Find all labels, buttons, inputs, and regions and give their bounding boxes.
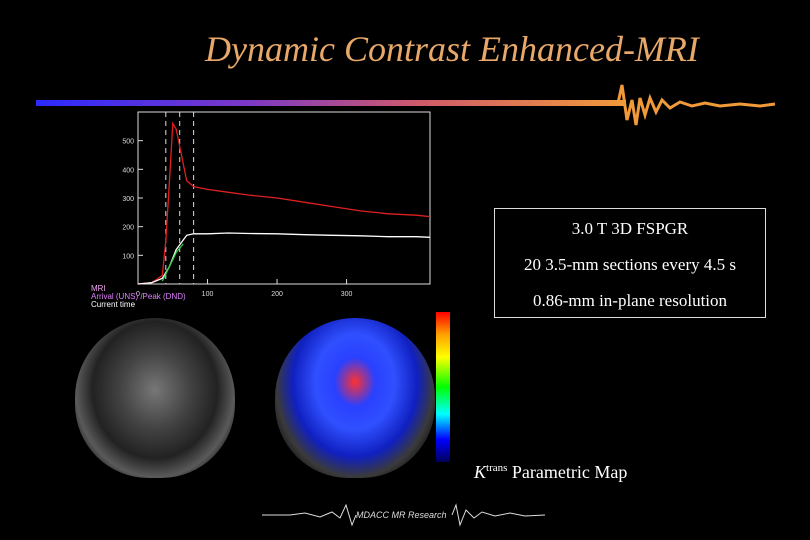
chart-x-tick-label: 200 (271, 291, 283, 298)
info-line-resolution: 0.86-mm in-plane resolution (532, 291, 728, 310)
legend-arrival: Arrival (UNS) /Peak (DND) (91, 292, 186, 301)
title-waveform (616, 84, 776, 126)
chart-y-tick-label: 300 (122, 196, 134, 203)
chart-y-tick-label: 100 (122, 253, 134, 260)
footer-waveform-left (262, 503, 357, 527)
chart-y-tick-label: 200 (122, 225, 134, 232)
mri-parametric-map-image (275, 318, 435, 478)
chart-series-line-2 (161, 243, 184, 282)
colorbar (436, 312, 450, 462)
chart-x-tick-label: 0 (136, 291, 140, 298)
chart-x-tick-label: 100 (202, 291, 214, 298)
chart-y-tick-label: 400 (122, 167, 134, 174)
info-line-sections: 20 3.5-mm sections every 4.5 s (524, 255, 736, 274)
footer-label: MDACC MR Research (356, 510, 447, 520)
footer-waveform-right (451, 503, 546, 527)
legend-mri: MRI (91, 284, 106, 293)
parametric-map-caption: Ktrans Parametric Map (474, 462, 628, 482)
chart-x-tick-label: 300 (341, 291, 353, 298)
legend-current-time: Current time (91, 300, 136, 309)
slide-title: Dynamic Contrast Enhanced-MRI (205, 29, 699, 69)
chart-series-line-0 (137, 121, 431, 285)
mri-grayscale-image (75, 318, 235, 478)
title-rule (36, 100, 626, 106)
chart-series-line-1 (137, 232, 431, 285)
info-line-field-strength: 3.0 T 3D FSPGR (571, 219, 689, 238)
chart-frame (137, 111, 431, 285)
acquisition-info-box: 3.0 T 3D FSPGR 20 3.5-mm sections every … (494, 208, 766, 318)
chart-y-tick-label: 500 (122, 139, 134, 146)
